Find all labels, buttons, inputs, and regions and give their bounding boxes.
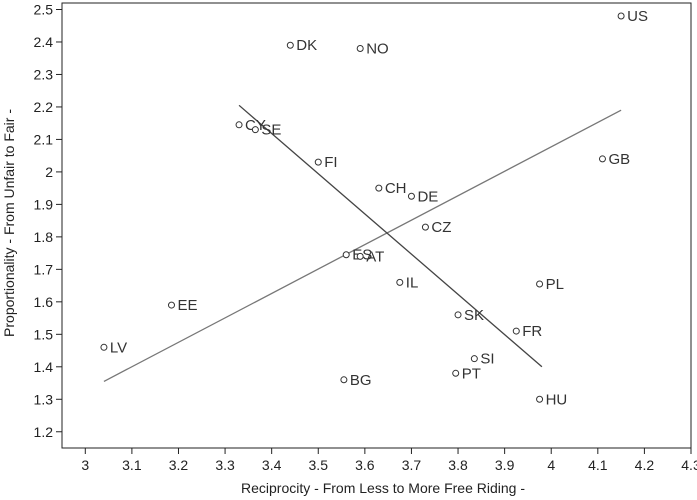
point-label: US [627,8,648,25]
point-label: CY [245,117,266,134]
data-point [512,327,520,335]
data-point [452,369,460,377]
data-point [356,44,364,52]
fit-line [238,104,543,368]
y-tick-label: 1.4 [34,359,54,375]
point-label: GB [608,151,630,168]
data-point [314,158,322,166]
point-label: PL [546,276,564,293]
data-point [251,126,259,134]
point-label: CZ [431,219,451,236]
y-tick-label: 1.3 [34,391,54,407]
fit-lines [103,104,622,382]
data-point [286,41,294,49]
data-point [375,184,383,192]
data-point [396,278,404,286]
point-label: DE [417,188,438,205]
point-label: SK [464,307,484,324]
y-tick-label: 1.9 [34,196,54,212]
point-label: HU [546,391,568,408]
data-point [454,311,462,319]
x-tick-label: 3.5 [309,457,329,473]
y-tick-label: 1.6 [34,294,54,310]
x-tick-label: 3.8 [448,457,468,473]
y-tick-label: 2.3 [34,66,54,82]
point-label: LV [110,339,127,356]
data-point [536,280,544,288]
fit-line [103,109,622,382]
data-points: USDKNOCYSEFIGBCHDECZESATILPLEESKFRLVSIPT… [100,8,648,408]
y-axis-title: Proportionality - From Unfair to Fair - [1,109,17,337]
x-tick-label: 3.4 [262,457,282,473]
x-tick-label: 3 [81,457,89,473]
x-tick-label: 4 [547,457,555,473]
data-point [340,376,348,384]
point-label: SI [480,351,494,368]
x-tick-label: 3.6 [355,457,375,473]
axes: 3 3.1 3.2 3.3 3.4 3.5 3.6 3.7 3.8 3.9 4 4.1 4.2 4.3 1.… [34,1,697,473]
point-label: AT [366,248,384,265]
y-tick-label: 1.7 [34,261,54,277]
data-point [407,192,415,200]
point-label: IL [406,274,419,291]
point-label: FR [522,323,542,340]
data-point [617,12,625,20]
x-tick-label: 4.1 [588,457,608,473]
x-tick-label: 3.2 [169,457,189,473]
y-tick-label: 2 [45,164,53,180]
y-tick-label: 2.2 [34,99,54,115]
x-tick-label: 3.3 [215,457,235,473]
data-point [536,395,544,403]
y-tick-label: 1.2 [34,424,54,440]
x-tick-label: 4.3 [681,457,697,473]
point-label: CH [385,180,407,197]
y-tick-label: 2.4 [34,34,54,50]
data-point [342,251,350,259]
data-point [470,355,478,363]
y-tick-label: 1.5 [34,326,54,342]
x-axis-title: Reciprocity - From Less to More Free Rid… [241,480,525,496]
data-point [167,301,175,309]
x-tick-label: 3.9 [495,457,515,473]
data-point [235,121,243,129]
data-point [356,252,364,260]
point-label: FI [324,154,337,171]
data-point [598,155,606,163]
x-tick-label: 3.1 [122,457,142,473]
point-label: DK [296,37,317,54]
y-tick-label: 2.1 [34,131,54,147]
point-label: BG [350,372,372,389]
data-point [421,223,429,231]
point-label: EE [177,297,197,314]
y-tick-label: 2.5 [34,1,54,17]
data-point [100,343,108,351]
plot-frame [61,2,692,449]
point-label: NO [366,40,389,57]
x-tick-label: 4.2 [635,457,655,473]
point-label: PT [462,365,481,382]
y-tick-label: 1.8 [34,229,54,245]
point-label: SE [261,122,281,139]
x-tick-label: 3.7 [402,457,422,473]
